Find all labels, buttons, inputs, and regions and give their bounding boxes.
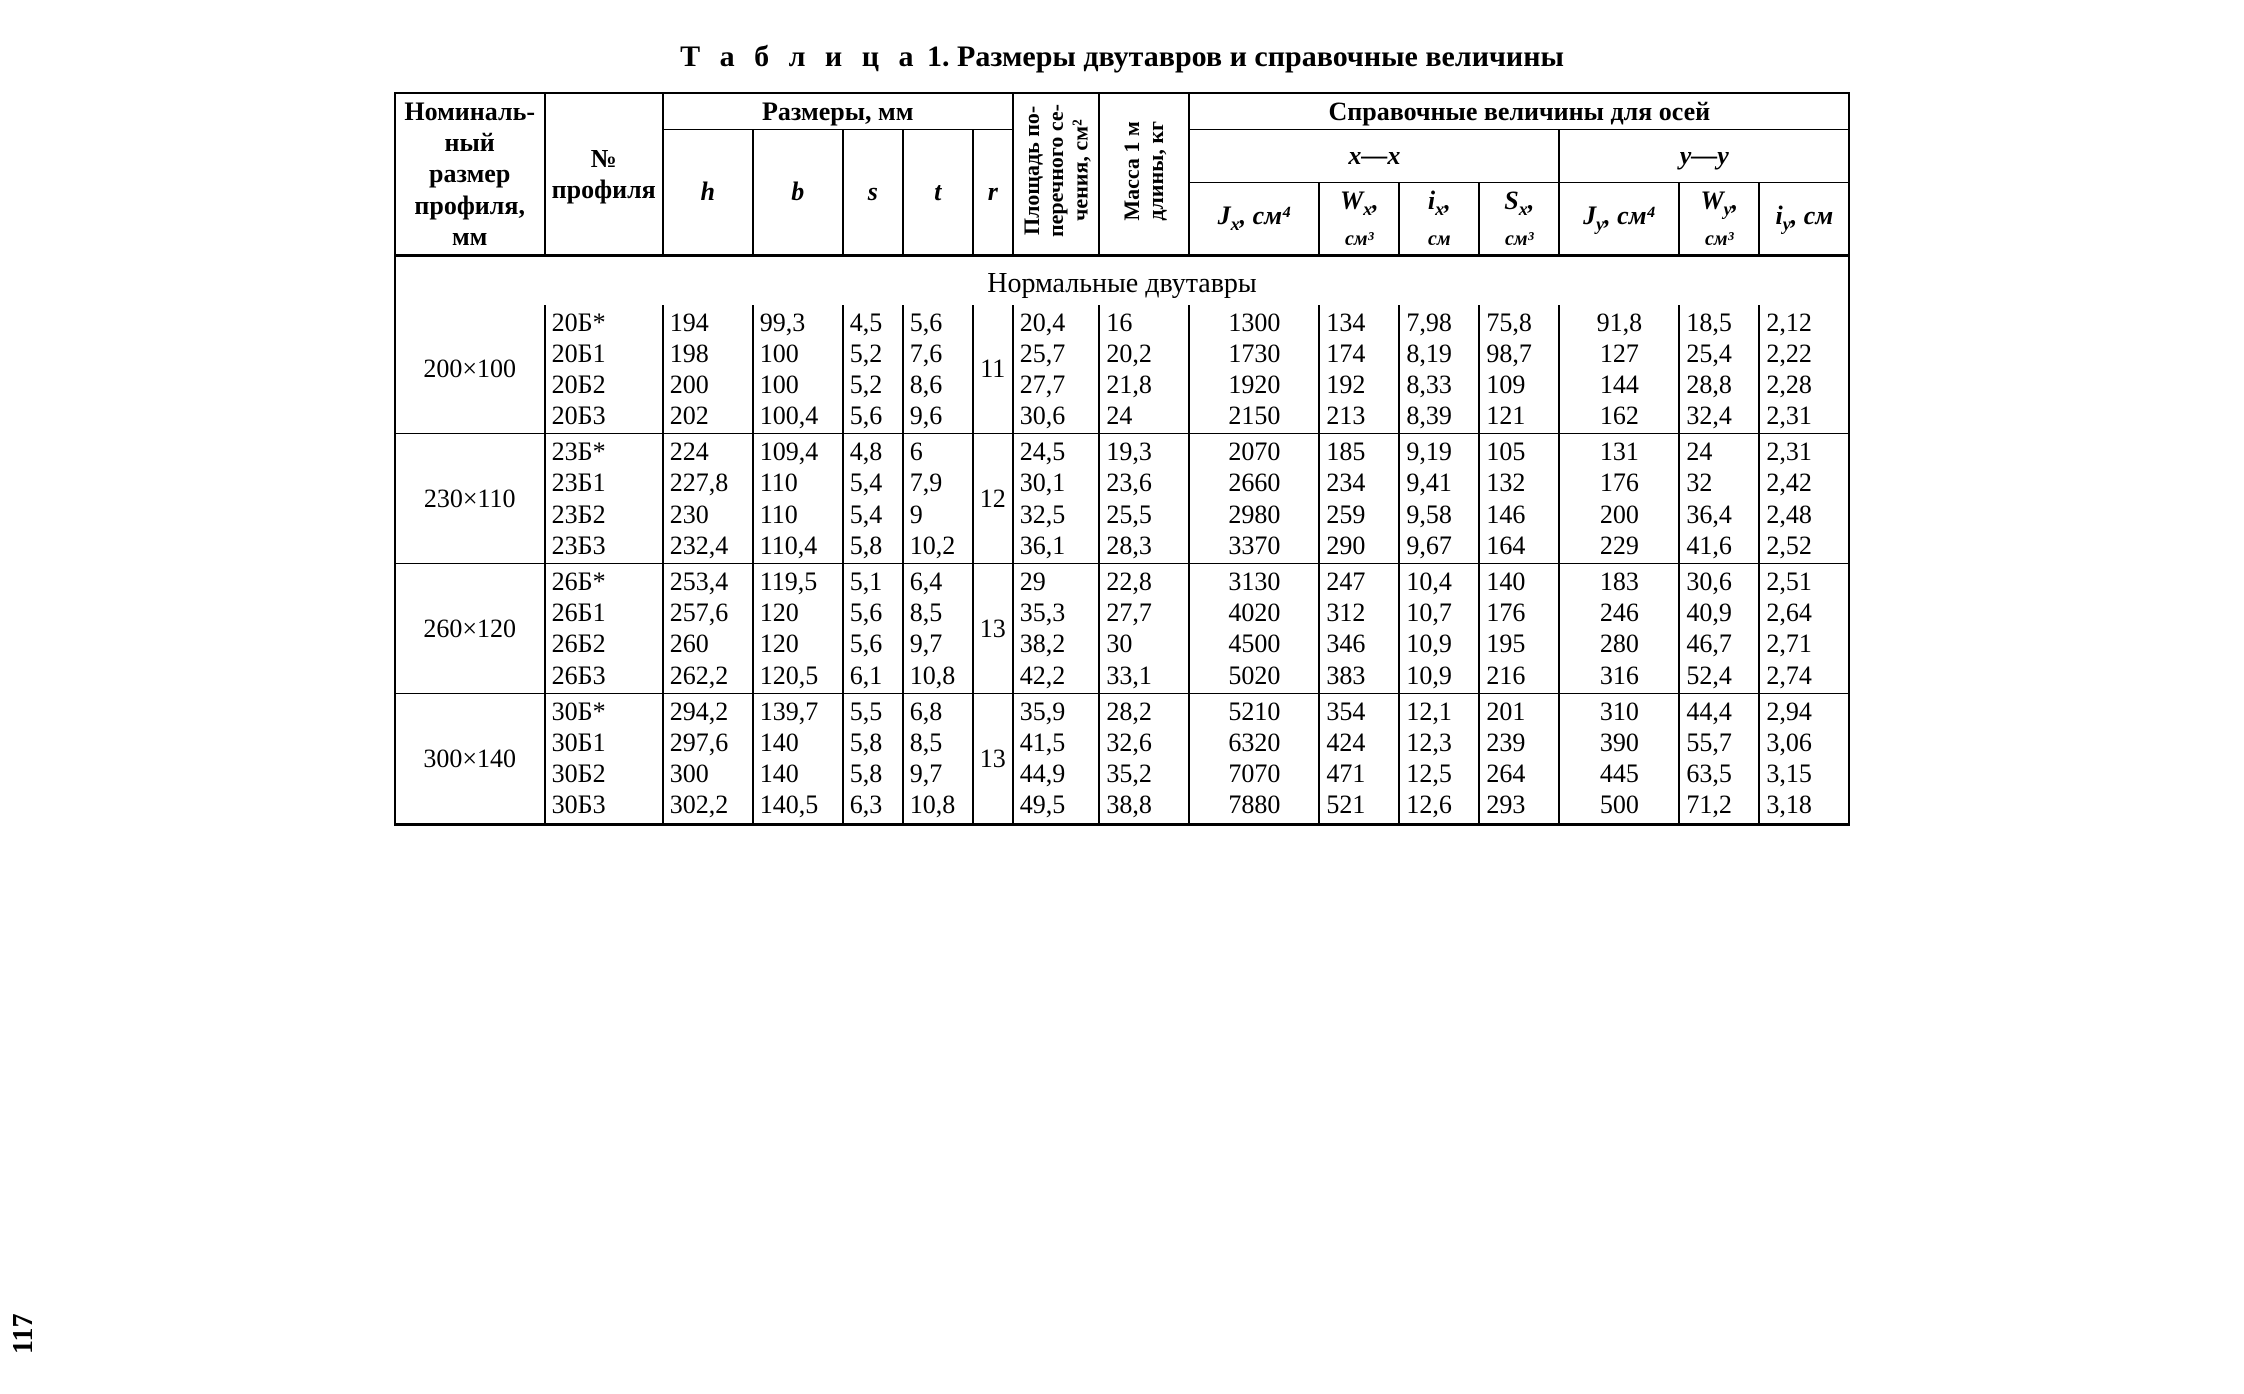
cell-r: 13: [973, 564, 1013, 694]
beam-dimensions-table: Номиналь-ный размерпрофиля,мм№профиляРаз…: [394, 92, 1851, 826]
hdr-nominal: Номиналь-ный размерпрофиля,мм: [395, 93, 545, 255]
cell-Sx: 140176195216: [1479, 564, 1559, 694]
cell-h: 253,4257,6260262,2: [663, 564, 753, 694]
cell-Sx: 75,898,7109121: [1479, 305, 1559, 434]
cell-mass: 19,323,625,528,3: [1099, 434, 1189, 564]
cell-Jx: 1300173019202150: [1189, 305, 1319, 434]
cell-Jx: 5210632070707880: [1189, 693, 1319, 824]
cell-t: 6,88,59,710,8: [903, 693, 973, 824]
cell-iy: 2,122,222,282,31: [1759, 305, 1849, 434]
cell-size: 200×100: [395, 305, 545, 434]
table-row: 230×11023Б*23Б123Б223Б3224227,8230232,41…: [395, 434, 1850, 564]
cell-profiles: 26Б*26Б126Б226Б3: [545, 564, 663, 694]
cell-t: 67,9910,2: [903, 434, 973, 564]
cell-s: 5,55,85,86,3: [843, 693, 903, 824]
cell-s: 4,85,45,45,8: [843, 434, 903, 564]
cell-Wy: 44,455,763,571,2: [1679, 693, 1759, 824]
cell-Jy: 183246280316: [1559, 564, 1679, 694]
hdr-b: b: [753, 130, 843, 256]
hdr-Jx: Jx, см⁴: [1189, 182, 1319, 255]
cell-Wy: 243236,441,6: [1679, 434, 1759, 564]
hdr-xx: x—x: [1189, 130, 1559, 183]
cell-ix: 9,199,419,589,67: [1399, 434, 1479, 564]
cell-Sx: 201239264293: [1479, 693, 1559, 824]
cell-b: 99,3100100100,4: [753, 305, 843, 434]
cell-iy: 2,512,642,712,74: [1759, 564, 1849, 694]
hdr-ix: ix,см: [1399, 182, 1479, 255]
hdr-Jy: Jy, см⁴: [1559, 182, 1679, 255]
cell-ix: 7,988,198,338,39: [1399, 305, 1479, 434]
cell-Wy: 18,525,428,832,4: [1679, 305, 1759, 434]
cell-r: 12: [973, 434, 1013, 564]
cell-Wx: 185234259290: [1319, 434, 1399, 564]
caption-text: Размеры двутавров и справочные величины: [957, 40, 1564, 73]
cell-s: 4,55,25,25,6: [843, 305, 903, 434]
hdr-Sx: Sx,см³: [1479, 182, 1559, 255]
cell-b: 139,7140140140,5: [753, 693, 843, 824]
cell-Wx: 247312346383: [1319, 564, 1399, 694]
cell-Jx: 2070266029803370: [1189, 434, 1319, 564]
table-row: 300×14030Б*30Б130Б230Б3294,2297,6300302,…: [395, 693, 1850, 824]
cell-s: 5,15,65,66,1: [843, 564, 903, 694]
hdr-r: r: [973, 130, 1013, 256]
table-caption: Т а б л и ц а 1. Размеры двутавров и спр…: [60, 40, 2184, 74]
hdr-s: s: [843, 130, 903, 256]
cell-b: 119,5120120120,5: [753, 564, 843, 694]
cell-Wy: 30,640,946,752,4: [1679, 564, 1759, 694]
cell-Jx: 3130402045005020: [1189, 564, 1319, 694]
hdr-Wy: Wy,см³: [1679, 182, 1759, 255]
cell-ix: 10,410,710,910,9: [1399, 564, 1479, 694]
hdr-Wx: Wx,см³: [1319, 182, 1399, 255]
cell-area: 24,530,132,536,1: [1013, 434, 1100, 564]
cell-Jy: 91,8127144162: [1559, 305, 1679, 434]
hdr-area: Площадь по-перечного се-чения, см²: [1013, 93, 1100, 255]
cell-mass: 28,232,635,238,8: [1099, 693, 1189, 824]
hdr-h: h: [663, 130, 753, 256]
cell-t: 5,67,68,69,6: [903, 305, 973, 434]
table-row: 260×12026Б*26Б126Б226Б3253,4257,6260262,…: [395, 564, 1850, 694]
cell-iy: 2,312,422,482,52: [1759, 434, 1849, 564]
cell-mass: 22,827,73033,1: [1099, 564, 1189, 694]
cell-b: 109,4110110110,4: [753, 434, 843, 564]
hdr-t: t: [903, 130, 973, 256]
cell-profiles: 30Б*30Б130Б230Б3: [545, 693, 663, 824]
table-row: 200×10020Б*20Б120Б220Б319419820020299,31…: [395, 305, 1850, 434]
page-number: 117: [8, 1314, 40, 1354]
cell-r: 13: [973, 693, 1013, 824]
cell-size: 300×140: [395, 693, 545, 824]
cell-Wx: 354424471521: [1319, 693, 1399, 824]
cell-h: 224227,8230232,4: [663, 434, 753, 564]
cell-area: 35,941,544,949,5: [1013, 693, 1100, 824]
cell-iy: 2,943,063,153,18: [1759, 693, 1849, 824]
cell-Sx: 105132146164: [1479, 434, 1559, 564]
cell-profiles: 23Б*23Б123Б223Б3: [545, 434, 663, 564]
cell-Jy: 310390445500: [1559, 693, 1679, 824]
hdr-iy: iy, см: [1759, 182, 1849, 255]
caption-prefix: Т а б л и ц а: [680, 40, 919, 73]
caption-number: 1.: [927, 40, 950, 73]
cell-profiles: 20Б*20Б120Б220Б3: [545, 305, 663, 434]
hdr-profile-no: №профиля: [545, 93, 663, 255]
cell-t: 6,48,59,710,8: [903, 564, 973, 694]
cell-h: 294,2297,6300302,2: [663, 693, 753, 824]
hdr-dims-group: Размеры, мм: [663, 93, 1013, 130]
cell-area: 2935,338,242,2: [1013, 564, 1100, 694]
cell-size: 230×110: [395, 434, 545, 564]
cell-Jy: 131176200229: [1559, 434, 1679, 564]
cell-ix: 12,112,312,512,6: [1399, 693, 1479, 824]
cell-r: 11: [973, 305, 1013, 434]
cell-area: 20,425,727,730,6: [1013, 305, 1100, 434]
cell-Wx: 134174192213: [1319, 305, 1399, 434]
hdr-ref-group: Справочные величины для осей: [1189, 93, 1849, 130]
cell-mass: 1620,221,824: [1099, 305, 1189, 434]
hdr-yy: y—y: [1559, 130, 1849, 183]
cell-size: 260×120: [395, 564, 545, 694]
section-title: Нормальные двутавры: [395, 255, 1850, 304]
cell-h: 194198200202: [663, 305, 753, 434]
hdr-mass: Масса 1 мдлины, кг: [1099, 93, 1189, 255]
